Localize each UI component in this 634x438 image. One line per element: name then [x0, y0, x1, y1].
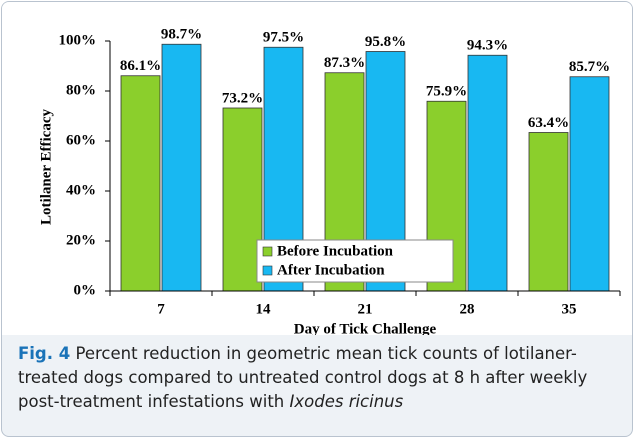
y-tick-label: 80% [66, 82, 96, 98]
bar [569, 76, 610, 292]
bar [222, 107, 263, 292]
y-axis-title: Lotilaner Efficacy [38, 109, 54, 225]
value-label: 85.7% [569, 59, 610, 75]
legend-label: Before Incubation [277, 243, 394, 259]
value-label: 63.4% [528, 115, 569, 131]
x-tick-label: 7 [157, 301, 165, 317]
y-tick-label: 100% [59, 32, 97, 48]
x-tick-label: 14 [256, 301, 272, 317]
bar [528, 132, 569, 292]
y-tick-label: 20% [66, 232, 96, 248]
bar [467, 54, 508, 292]
y-tick-label: 40% [66, 182, 96, 198]
x-tick-label: 35 [562, 301, 577, 317]
x-tick-label: 21 [358, 301, 373, 317]
bar [161, 43, 202, 292]
legend-swatch [262, 265, 273, 276]
value-label: 73.2% [222, 90, 263, 106]
x-tick-label: 28 [460, 301, 475, 317]
caption-species: Ixodes ricinus [289, 392, 404, 411]
value-label: 94.3% [467, 38, 508, 54]
value-label: 75.9% [426, 84, 467, 100]
caption-label: Fig. 4 [18, 344, 71, 363]
legend-label: After Incubation [277, 262, 385, 278]
y-tick-label: 0% [74, 282, 97, 298]
legend-swatch [262, 246, 273, 257]
legend-box [256, 239, 454, 283]
caption-text: Percent reduction in geometric mean tick… [18, 344, 588, 411]
chart: Lotilaner Efficacy Day of Tick Challenge… [2, 2, 632, 335]
value-label: 86.1% [120, 58, 161, 74]
caption: Fig. 4 Percent reduction in geometric me… [18, 342, 618, 414]
x-axis-title: Day of Tick Challenge [294, 321, 437, 335]
value-label: 97.5% [263, 30, 304, 46]
value-label: 98.7% [161, 27, 202, 43]
y-tick-label: 60% [66, 132, 96, 148]
bar [120, 75, 161, 292]
value-label: 95.8% [365, 34, 406, 50]
value-label: 87.3% [324, 55, 365, 71]
